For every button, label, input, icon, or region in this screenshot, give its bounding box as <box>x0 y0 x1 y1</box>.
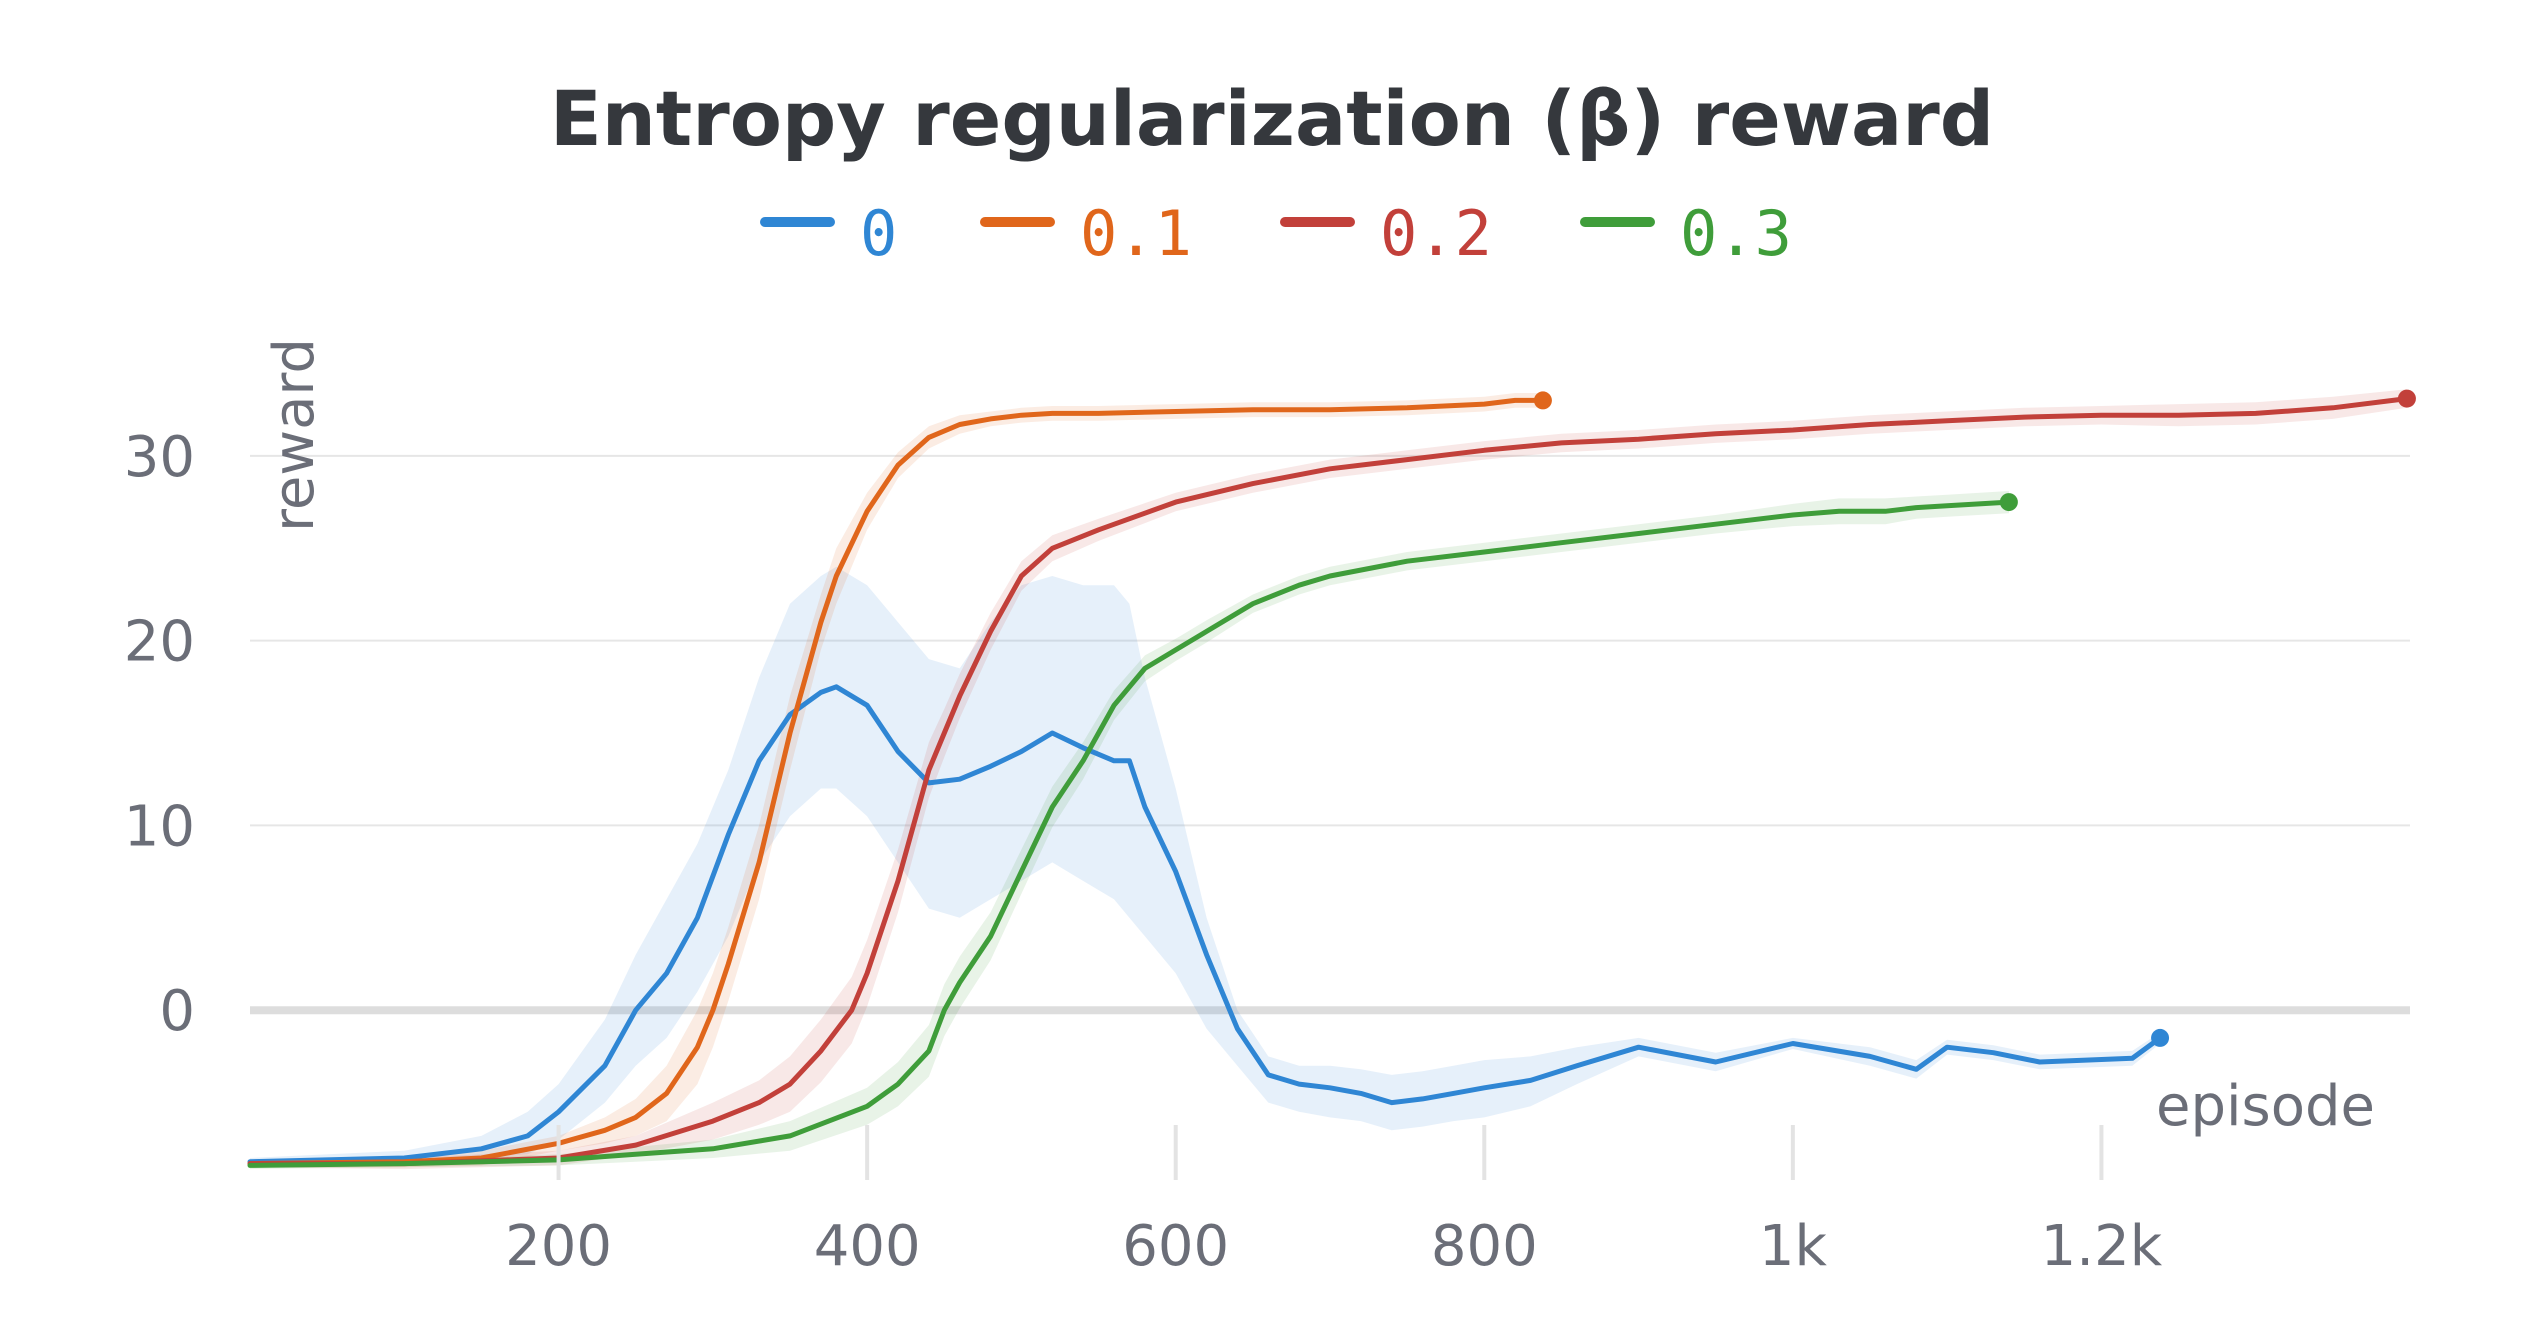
endpoint-series-3 <box>1999 493 2018 512</box>
legend[interactable]: 0 0.1 0.2 0.3 <box>760 197 1792 270</box>
legend-label: 0.3 <box>1680 197 1792 270</box>
y-tick-label: 20 <box>124 610 195 675</box>
legend-label: 0.1 <box>1080 197 1192 270</box>
x-tick-label: 400 <box>814 1214 921 1279</box>
x-tick-label: 200 <box>505 1214 612 1279</box>
line-series-1 <box>247 397 1546 1167</box>
y-axis-label: reward <box>262 338 327 532</box>
legend-label: 0.2 <box>1380 197 1492 270</box>
series-lines <box>247 396 2410 1168</box>
band-series-2 <box>250 389 2407 1170</box>
line-series-3 <box>247 499 2012 1168</box>
series-endpoints <box>1533 389 2416 1047</box>
chart-title: Entropy regularization (β) reward <box>550 74 1994 163</box>
legend-item-0.1[interactable]: 0.1 <box>980 197 1192 270</box>
x-axis: 200 400 600 800 1k 1.2k <box>505 1125 2163 1279</box>
y-axis: 0 10 20 30 <box>124 425 195 1044</box>
x-tick-label: 1.2k <box>2041 1214 2163 1279</box>
line-series-0 <box>247 684 2163 1165</box>
legend-item-0.3[interactable]: 0.3 <box>1580 197 1792 270</box>
x-tick-label: 600 <box>1122 1214 1229 1279</box>
x-axis-label: episode <box>2156 1074 2375 1139</box>
endpoint-series-1 <box>1533 391 1552 410</box>
legend-item-0.2[interactable]: 0.2 <box>1280 197 1492 270</box>
endpoint-series-0 <box>2151 1028 2170 1047</box>
endpoint-series-2 <box>2397 389 2416 408</box>
confidence-bands <box>250 389 2407 1170</box>
gridlines <box>250 454 2410 1015</box>
x-tick-label: 800 <box>1431 1214 1538 1279</box>
legend-item-0[interactable]: 0 <box>760 197 897 270</box>
legend-label: 0 <box>860 197 897 270</box>
y-tick-label: 10 <box>124 794 195 859</box>
y-tick-label: 30 <box>124 425 195 490</box>
line-series-2 <box>247 396 2410 1167</box>
band-series-0 <box>250 566 2161 1166</box>
x-tick-label: 1k <box>1759 1214 1828 1279</box>
y-tick-label: 0 <box>159 979 195 1044</box>
